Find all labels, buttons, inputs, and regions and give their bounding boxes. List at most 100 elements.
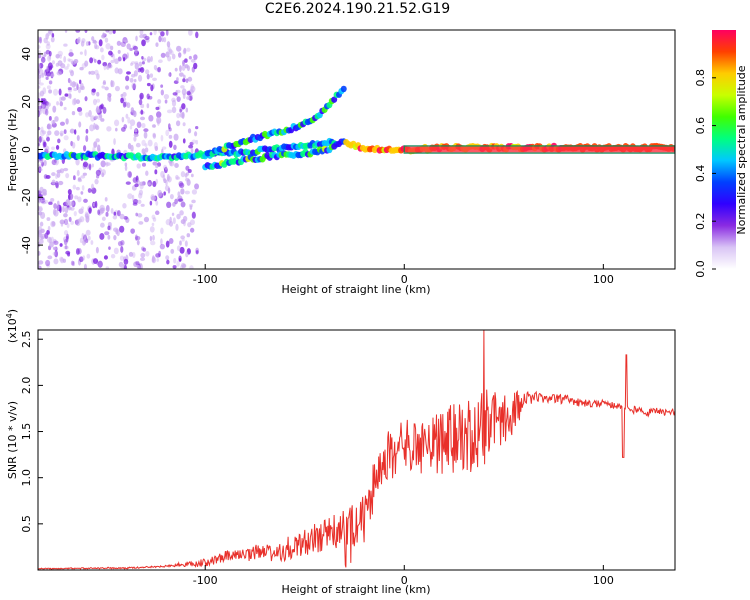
spectrogram-noise-blob [165, 240, 170, 248]
spectrogram-noise-blob [39, 90, 45, 97]
spectrogram-noise-blob [79, 51, 83, 55]
spectrogram-noise-blob [79, 256, 84, 263]
spectrogram-noise-blob [98, 39, 103, 47]
spectrogram-noise-blob [52, 246, 57, 251]
spectrogram-noise-blob [155, 253, 161, 258]
spectrogram-noise-blob [51, 221, 56, 226]
spectrogram-noise-blob [138, 99, 143, 106]
spectrogram-noise-blob [178, 52, 182, 58]
spectrogram-noise-blob [67, 92, 72, 99]
spectrogram-noise-blob [113, 247, 119, 255]
spectrogram-noise-blob [137, 74, 143, 82]
spectrogram-noise-blob [178, 258, 182, 262]
spectrogram-noise-blob [45, 43, 51, 50]
y-tick-label: 0 [20, 146, 33, 153]
spectrogram-noise-blob [92, 40, 98, 44]
spectrogram-noise-blob [126, 52, 129, 59]
spectrogram-noise-blob [157, 189, 163, 198]
spectrogram-noise-blob [151, 214, 156, 220]
spectrogram-noise-blob [115, 127, 118, 132]
spectrogram-noise-blob [129, 119, 136, 127]
spectrogram-noise-blob [123, 39, 129, 44]
spectrogram-noise-blob [104, 197, 108, 202]
spectrogram-noise-blob [145, 250, 150, 257]
spectrogram-noise-blob [186, 96, 191, 100]
spectrogram-noise-blob [44, 199, 49, 204]
spectrogram-noise-blob [83, 198, 88, 203]
spectrogram-noise-blob [54, 130, 60, 136]
colorbar-tick-label: 0.8 [694, 69, 707, 87]
spectrogram-noise-blob [89, 124, 95, 132]
spectrogram-noise-blob [145, 170, 149, 176]
spectrogram-noise-blob [76, 38, 81, 44]
spectrogram-noise-blob [110, 80, 115, 88]
spectrogram-noise-blob [74, 195, 79, 200]
spectrogram-noise-blob [99, 113, 103, 119]
spectrogram-noise-blob [96, 98, 101, 103]
snr-y-ticks: 0.5 1.0 1.5 2.0 2.5 [20, 330, 43, 533]
spectrogram-noise-blob [165, 219, 171, 226]
y-tick-label: 1.5 [20, 423, 33, 441]
spectrogram-noise-blob [150, 240, 156, 246]
spectrogram-noise-blob [176, 112, 181, 119]
spectrogram-noise-blob [186, 47, 191, 52]
spectrogram-noise-blob [99, 233, 105, 240]
spectrogram-noise-blob [139, 30, 144, 36]
spectrogram-noise-blob [84, 211, 89, 218]
spectrogram-noise-blob [163, 37, 167, 43]
spectrogram-noise-blob [116, 40, 122, 46]
spectrogram-noise-blob [42, 87, 47, 95]
colorbar-ticks: 0.0 0.2 0.4 0.6 0.8 [694, 69, 716, 278]
spectrogram-noise-blob [72, 142, 76, 149]
spectrogram-noise-blob [38, 74, 42, 79]
spectrogram-noise-blob [80, 40, 85, 47]
spectrogram-noise-blob [119, 213, 125, 220]
spectrogram-noise-blob [175, 89, 181, 94]
spectrogram-noise-blob [41, 130, 47, 135]
spectrogram-noise-blob [75, 218, 81, 226]
spectrogram-noise-blob [110, 52, 114, 58]
x-tick-label: 0 [401, 273, 408, 286]
spectrogram-noise-blob [120, 127, 126, 132]
spectrogram-noise-blob [43, 160, 47, 167]
spectrogram-noise-blob [136, 239, 140, 246]
spectrogram-noise-blob [72, 261, 75, 267]
spectrogram-noise-blob [139, 116, 146, 121]
spectrogram-noise-blob [178, 198, 184, 202]
spectrogram-noise-blob [102, 32, 105, 38]
spectrogram-noise-blob [149, 200, 153, 206]
spectrogram-noise-blob [91, 163, 94, 168]
spectrogram-noise-blob [182, 78, 186, 83]
spectrogram-noise-blob [135, 142, 141, 148]
spectrogram-noise-blob [150, 55, 153, 62]
spectrogram-noise-blob [134, 128, 138, 133]
spectrogram-noise-blob [184, 173, 188, 178]
spectrogram-y-ticks: -40 -20 0 20 40 [20, 47, 43, 254]
spectrogram-noise-blob [38, 265, 42, 269]
spectrogram-noise-blob [123, 258, 129, 265]
spectrogram-noise-blob [194, 131, 198, 137]
spectrogram-noise-blob [96, 73, 100, 80]
y-tick-label: -20 [20, 188, 33, 206]
spectrogram-noise-blob [131, 73, 136, 78]
spectrogram-noise-blob [125, 85, 130, 90]
spectrogram-noise-blob [50, 120, 56, 125]
spectrogram-noise-blob [156, 111, 162, 118]
spectrogram-noise-blob [49, 64, 54, 69]
spectrogram-noise-blob [190, 83, 195, 90]
spectrogram-noise-blob [141, 39, 146, 47]
spectrogram-noise-blob [73, 97, 77, 105]
spectrogram-noise-blob [156, 116, 162, 124]
spectrogram-noise-blob [63, 129, 67, 134]
spectrogram-noise-blob [97, 114, 103, 121]
spectrogram-noise-blob [108, 246, 111, 250]
spectrogram-noise-blob [190, 173, 194, 178]
spectrogram-noise-blob [99, 204, 105, 212]
spectrogram-noise-blob [38, 260, 44, 265]
spectrogram-noise-blob [180, 235, 186, 240]
spectrogram-noise-blob [85, 215, 90, 223]
spectrogram-noise-blob [44, 232, 49, 239]
spectrogram-noise-blob [131, 82, 137, 89]
spectrogram-noise-blob [120, 266, 124, 269]
spectrogram-noise-blob [140, 252, 146, 258]
